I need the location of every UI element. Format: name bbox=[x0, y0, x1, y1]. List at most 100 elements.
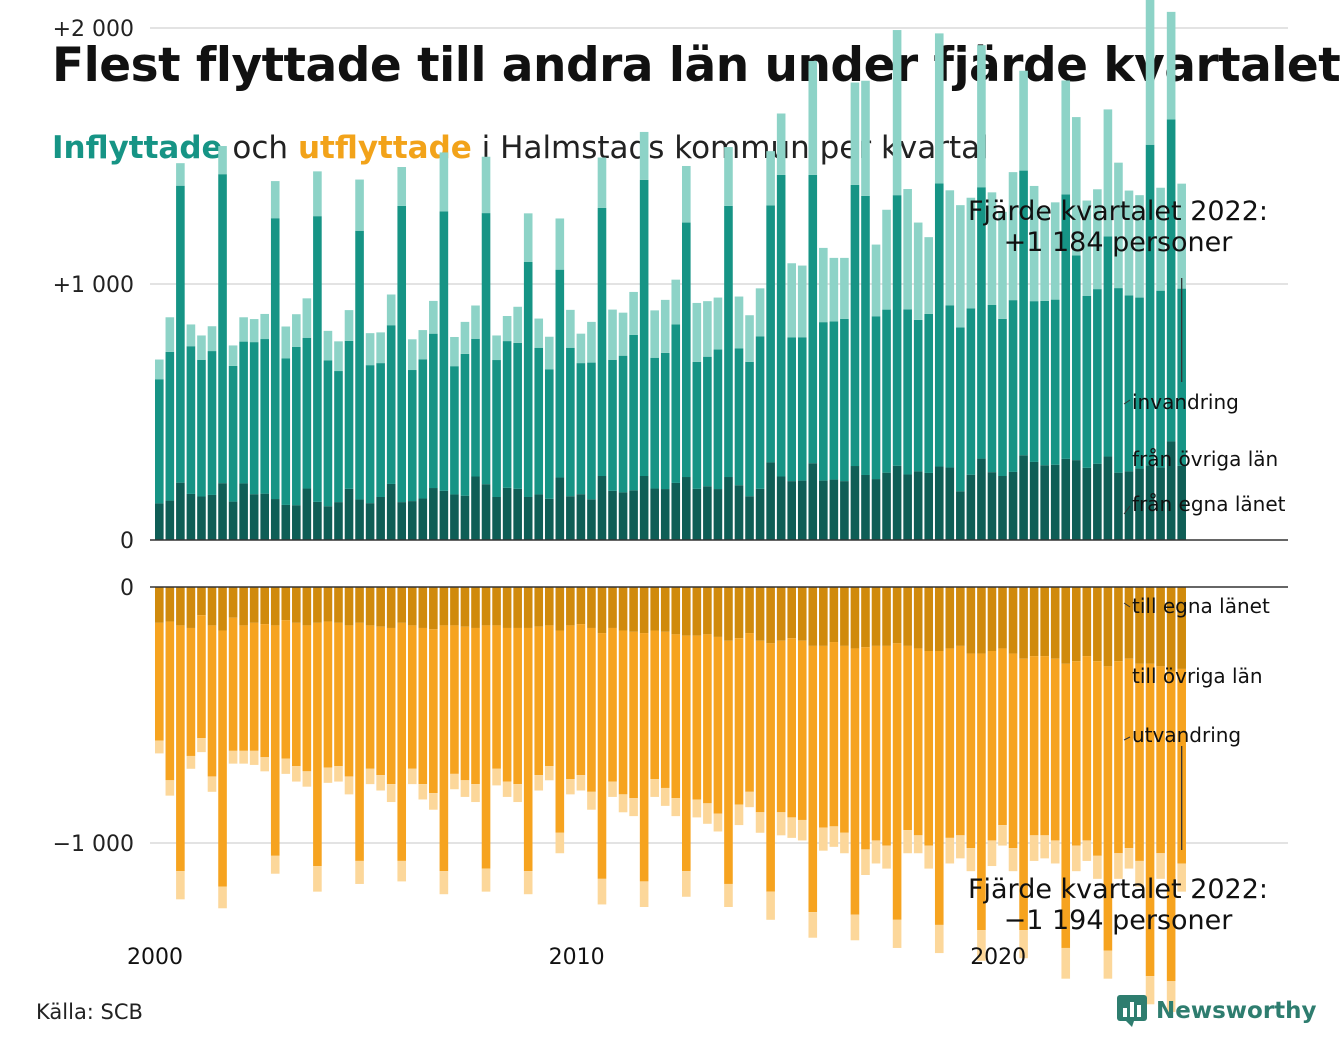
bar-in bbox=[1114, 288, 1123, 473]
bar-out bbox=[1156, 587, 1165, 667]
bar-in bbox=[313, 171, 322, 217]
bar-in bbox=[418, 359, 428, 499]
bar-out bbox=[1061, 663, 1071, 948]
bar-in bbox=[587, 321, 596, 363]
bar-in bbox=[1019, 70, 1028, 171]
bar-in bbox=[871, 244, 881, 317]
bar-out bbox=[513, 587, 522, 628]
bar-out bbox=[629, 587, 638, 632]
bar-out bbox=[934, 587, 944, 651]
bar-out bbox=[829, 642, 839, 827]
bar-in bbox=[629, 291, 638, 335]
bar-out bbox=[597, 587, 607, 634]
bar-out bbox=[1082, 656, 1092, 841]
bar-out bbox=[260, 624, 269, 758]
bar-in bbox=[966, 474, 976, 540]
y-tick-label-in: +2 000 bbox=[53, 17, 134, 42]
bar-out bbox=[1050, 840, 1060, 864]
annotation-out-line2: −1 194 personer bbox=[1004, 905, 1234, 936]
bar-in bbox=[913, 222, 923, 320]
bar-out bbox=[270, 587, 280, 626]
bar-in bbox=[1082, 467, 1092, 540]
bar-in bbox=[281, 326, 291, 359]
bar-out bbox=[334, 766, 343, 782]
bar-out bbox=[703, 587, 712, 635]
label-connector bbox=[1123, 602, 1131, 608]
bar-out bbox=[365, 625, 375, 769]
bar-in bbox=[576, 363, 586, 495]
bar-in bbox=[544, 498, 554, 540]
bar-in bbox=[987, 304, 997, 473]
bar-in bbox=[861, 195, 870, 475]
bar-out bbox=[660, 787, 670, 806]
bar-out bbox=[1082, 587, 1092, 657]
bar-out bbox=[998, 825, 1007, 846]
bar-in bbox=[239, 317, 248, 342]
bar-in bbox=[355, 230, 364, 500]
bar-in bbox=[418, 330, 428, 360]
bar-out bbox=[344, 776, 354, 795]
bar-in bbox=[808, 61, 818, 175]
bar-in bbox=[766, 205, 775, 463]
bar-in bbox=[186, 493, 196, 540]
bar-in bbox=[365, 333, 375, 366]
bar-out bbox=[998, 587, 1007, 649]
bar-in bbox=[334, 371, 343, 503]
bar-out bbox=[1040, 656, 1049, 836]
bar-out bbox=[502, 627, 512, 782]
bar-out bbox=[829, 587, 839, 643]
bar-out bbox=[608, 781, 617, 797]
bar-out bbox=[450, 587, 459, 626]
bar-in bbox=[1050, 202, 1060, 300]
bar-in bbox=[270, 218, 280, 500]
bar-out bbox=[281, 587, 291, 621]
bar-out bbox=[808, 645, 818, 913]
bar-out bbox=[523, 871, 533, 895]
bar-out bbox=[871, 645, 881, 841]
bar-in bbox=[471, 305, 480, 339]
bar-in bbox=[576, 333, 586, 364]
bar-in bbox=[555, 269, 565, 478]
bar-in bbox=[861, 474, 870, 540]
bar-in bbox=[1135, 468, 1144, 540]
bar-out bbox=[1040, 587, 1049, 657]
bar-in bbox=[650, 357, 659, 489]
bar-out bbox=[555, 630, 565, 833]
bar-in bbox=[713, 297, 723, 350]
bar-in bbox=[924, 237, 934, 314]
bar-out bbox=[629, 798, 638, 817]
bar-out bbox=[165, 621, 175, 781]
bar-in bbox=[555, 477, 565, 540]
bar-out bbox=[724, 640, 733, 884]
bar-out bbox=[576, 587, 586, 625]
bar-in bbox=[713, 349, 723, 490]
bar-out bbox=[882, 845, 891, 869]
chart-title: Flest flyttade till andra län under fjär… bbox=[52, 38, 1340, 93]
bar-out bbox=[1103, 950, 1113, 979]
bar-in bbox=[513, 342, 522, 489]
bar-in bbox=[566, 347, 575, 497]
bar-out bbox=[797, 819, 807, 841]
bar-out bbox=[1166, 671, 1176, 982]
bar-out bbox=[1156, 853, 1165, 879]
bar-out bbox=[945, 837, 955, 864]
bar-out bbox=[892, 919, 902, 948]
bar-out bbox=[745, 791, 754, 808]
bar-in bbox=[734, 296, 744, 349]
bar-out bbox=[534, 626, 544, 776]
chart-subtitle: Inflyttade och utflyttade i Halmstads ko… bbox=[52, 130, 989, 166]
bar-in bbox=[861, 80, 870, 196]
bar-in bbox=[745, 496, 754, 540]
bar-out bbox=[249, 587, 259, 623]
bar-in bbox=[165, 351, 175, 501]
bar-out bbox=[1050, 658, 1060, 841]
bar-out bbox=[1029, 656, 1039, 836]
bar-in bbox=[450, 336, 459, 367]
bar-out bbox=[1029, 587, 1039, 657]
bar-in bbox=[218, 146, 227, 175]
bar-in bbox=[956, 327, 965, 492]
bar-in bbox=[460, 321, 470, 354]
bar-out bbox=[523, 587, 533, 628]
bar-out bbox=[323, 767, 333, 783]
bar-in bbox=[703, 486, 712, 540]
